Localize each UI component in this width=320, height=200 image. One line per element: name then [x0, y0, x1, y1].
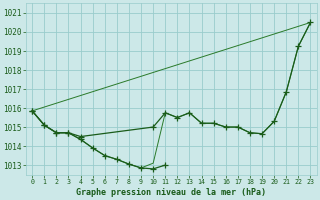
X-axis label: Graphe pression niveau de la mer (hPa): Graphe pression niveau de la mer (hPa)	[76, 188, 266, 197]
